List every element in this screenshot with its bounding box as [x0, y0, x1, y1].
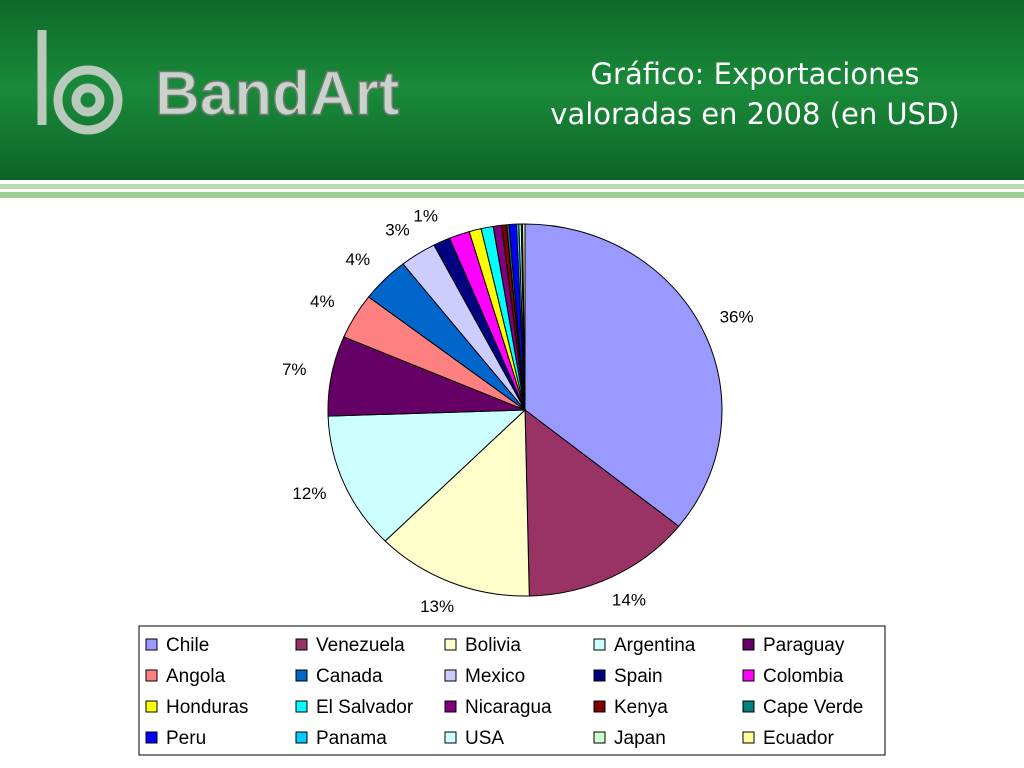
legend-swatch [593, 700, 606, 713]
data-label: 3% [385, 221, 410, 240]
legend-swatch [742, 731, 755, 744]
legend-label: El Salvador [316, 697, 414, 718]
pie-slice [384, 408, 530, 597]
legend-swatch [593, 669, 606, 682]
legend-label: Angola [166, 666, 226, 687]
legend-label: Mexico [465, 666, 525, 687]
data-label: 13% [420, 597, 454, 616]
header-band [0, 0, 1024, 180]
data-label: 4% [310, 292, 335, 311]
legend-label: Venezuela [316, 635, 405, 656]
pie-slice [524, 223, 723, 527]
legend-label: Chile [166, 635, 209, 656]
legend-label: Cape Verde [763, 697, 863, 718]
pie-slice [522, 223, 526, 411]
data-label: 12% [292, 484, 326, 503]
legend-label: Kenya [614, 697, 668, 718]
legend-swatch [444, 669, 457, 682]
data-label: 7% [282, 360, 307, 379]
legend-label: Panama [316, 728, 387, 749]
legend-swatch [295, 700, 308, 713]
legend-label: Argentina [614, 635, 696, 656]
legend-swatch [145, 700, 158, 713]
legend-swatch [145, 638, 158, 651]
legend-label: Colombia [763, 666, 844, 687]
legend-label: Canada [316, 666, 383, 687]
legend-swatch [742, 700, 755, 713]
legend-label: Honduras [166, 697, 248, 718]
legend-swatch [295, 731, 308, 744]
legend-swatch [145, 669, 158, 682]
legend-label: Ecuador [763, 728, 834, 749]
data-label: 36% [720, 307, 754, 326]
legend-label: Bolivia [465, 635, 521, 656]
legend-box [138, 625, 886, 756]
logo-icon [37, 30, 123, 135]
legend-swatch [593, 638, 606, 651]
legend-label: Peru [166, 728, 206, 749]
legend-swatch [444, 638, 457, 651]
logo-text: BandArt [155, 59, 400, 128]
plot-area: 36% 14% 13% 12% 7% 4% 4% 3%1% [282, 207, 754, 616]
pie-slice [327, 409, 527, 542]
legend: Chile Venezuela Bolivia Argentina Paraguay An… [145, 635, 863, 749]
legend-swatch [444, 700, 457, 713]
legend-label: Japan [614, 728, 666, 749]
legend-swatch [742, 669, 755, 682]
data-label: 14% [612, 590, 646, 609]
legend-label: USA [465, 728, 504, 749]
data-label: 4% [346, 250, 371, 269]
legend-swatch [444, 731, 457, 744]
legend-label: Spain [614, 666, 663, 687]
header-stripe [0, 184, 1024, 189]
legend-label: Nicaragua [465, 697, 552, 718]
header-stripe [0, 192, 1024, 198]
chart-title: Gráfico: Exportaciones valoradas en 2008… [550, 57, 960, 131]
legend-swatch [295, 638, 308, 651]
legend-label: Paraguay [763, 635, 845, 656]
legend-swatch [145, 731, 158, 744]
legend-swatch [593, 731, 606, 744]
legend-swatch [742, 638, 755, 651]
pie-slice [524, 408, 680, 597]
data-label: 1% [413, 207, 438, 226]
legend-swatch [295, 669, 308, 682]
